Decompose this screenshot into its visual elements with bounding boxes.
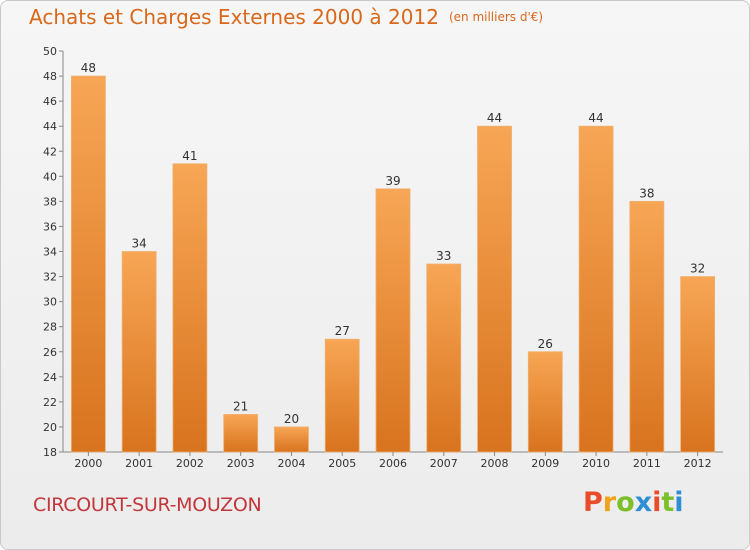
bar-value-label: 34: [132, 237, 147, 251]
y-tick-label: 30: [43, 296, 57, 309]
bar: [527, 351, 563, 453]
x-tick-label: 2009: [531, 457, 559, 470]
bar: [324, 338, 360, 453]
bar-value-label: 20: [284, 412, 299, 426]
x-tick-label: 2004: [277, 457, 305, 470]
y-tick-label: 36: [43, 220, 57, 233]
y-tick-label: 26: [43, 346, 57, 359]
logo-letter: P: [583, 487, 603, 518]
x-tick-label: 2010: [582, 457, 610, 470]
bar-value-label: 39: [385, 174, 400, 188]
y-tick-label: 32: [43, 271, 57, 284]
chart-title-text: Achats et Charges Externes 2000 à 2012: [29, 5, 439, 29]
chart-unit: (en milliers d'€): [448, 10, 544, 24]
bar: [223, 414, 259, 453]
y-tick-label: 40: [43, 170, 57, 183]
y-tick-label: 38: [43, 195, 57, 208]
bar-value-label: 38: [639, 186, 654, 200]
bar: [426, 263, 462, 453]
bar-value-label: 33: [436, 249, 451, 263]
x-tick-label: 2005: [328, 457, 356, 470]
x-tick-label: 2006: [379, 457, 407, 470]
bar: [121, 251, 157, 453]
x-tick-label: 2003: [227, 457, 255, 470]
bar: [172, 163, 208, 453]
bar-value-label: 27: [335, 324, 350, 338]
y-tick-label: 18: [43, 446, 57, 459]
bar: [274, 426, 309, 453]
logo-letter: t: [661, 487, 675, 518]
logo-letter: r: [602, 487, 617, 518]
logo-letter: o: [616, 487, 635, 518]
x-tick-label: 2007: [430, 457, 458, 470]
bar: [629, 200, 665, 453]
bar-value-label: 44: [487, 111, 502, 125]
y-tick-label: 20: [43, 421, 57, 434]
y-tick-label: 24: [43, 371, 57, 384]
x-tick-label: 2011: [633, 457, 661, 470]
bar-value-label: 48: [81, 61, 96, 75]
y-tick-label: 50: [43, 45, 57, 58]
proxiti-logo: Proxiti: [583, 487, 684, 518]
bar: [680, 276, 716, 453]
logo-letter: i: [674, 487, 684, 518]
y-tick-label: 34: [43, 246, 57, 259]
x-tick-label: 2012: [684, 457, 712, 470]
chart-title: Achats et Charges Externes 2000 à 2012 (e…: [29, 5, 543, 29]
bar-value-label: 21: [233, 399, 248, 413]
commune-name: CIRCOURT-SUR-MOUZON: [33, 494, 262, 516]
bar: [578, 125, 614, 453]
bar: [477, 125, 512, 453]
bar-value-label: 32: [690, 262, 705, 276]
y-tick-label: 46: [43, 95, 57, 108]
x-tick-label: 2002: [176, 457, 204, 470]
y-tick-label: 28: [43, 321, 57, 334]
x-tick-label: 2008: [481, 457, 509, 470]
y-tick-label: 48: [43, 70, 57, 83]
bar-value-label: 44: [588, 111, 603, 125]
bar-value-label: 41: [182, 149, 197, 163]
logo-letter: i: [652, 487, 662, 518]
x-tick-label: 2001: [125, 457, 153, 470]
bar: [375, 188, 411, 453]
y-tick-label: 44: [43, 120, 57, 133]
logo-letter: x: [634, 487, 653, 518]
y-tick-label: 22: [43, 396, 57, 409]
y-tick-label: 42: [43, 145, 57, 158]
x-tick-label: 2000: [74, 457, 102, 470]
bar-value-label: 26: [538, 337, 553, 351]
bar: [70, 75, 106, 453]
